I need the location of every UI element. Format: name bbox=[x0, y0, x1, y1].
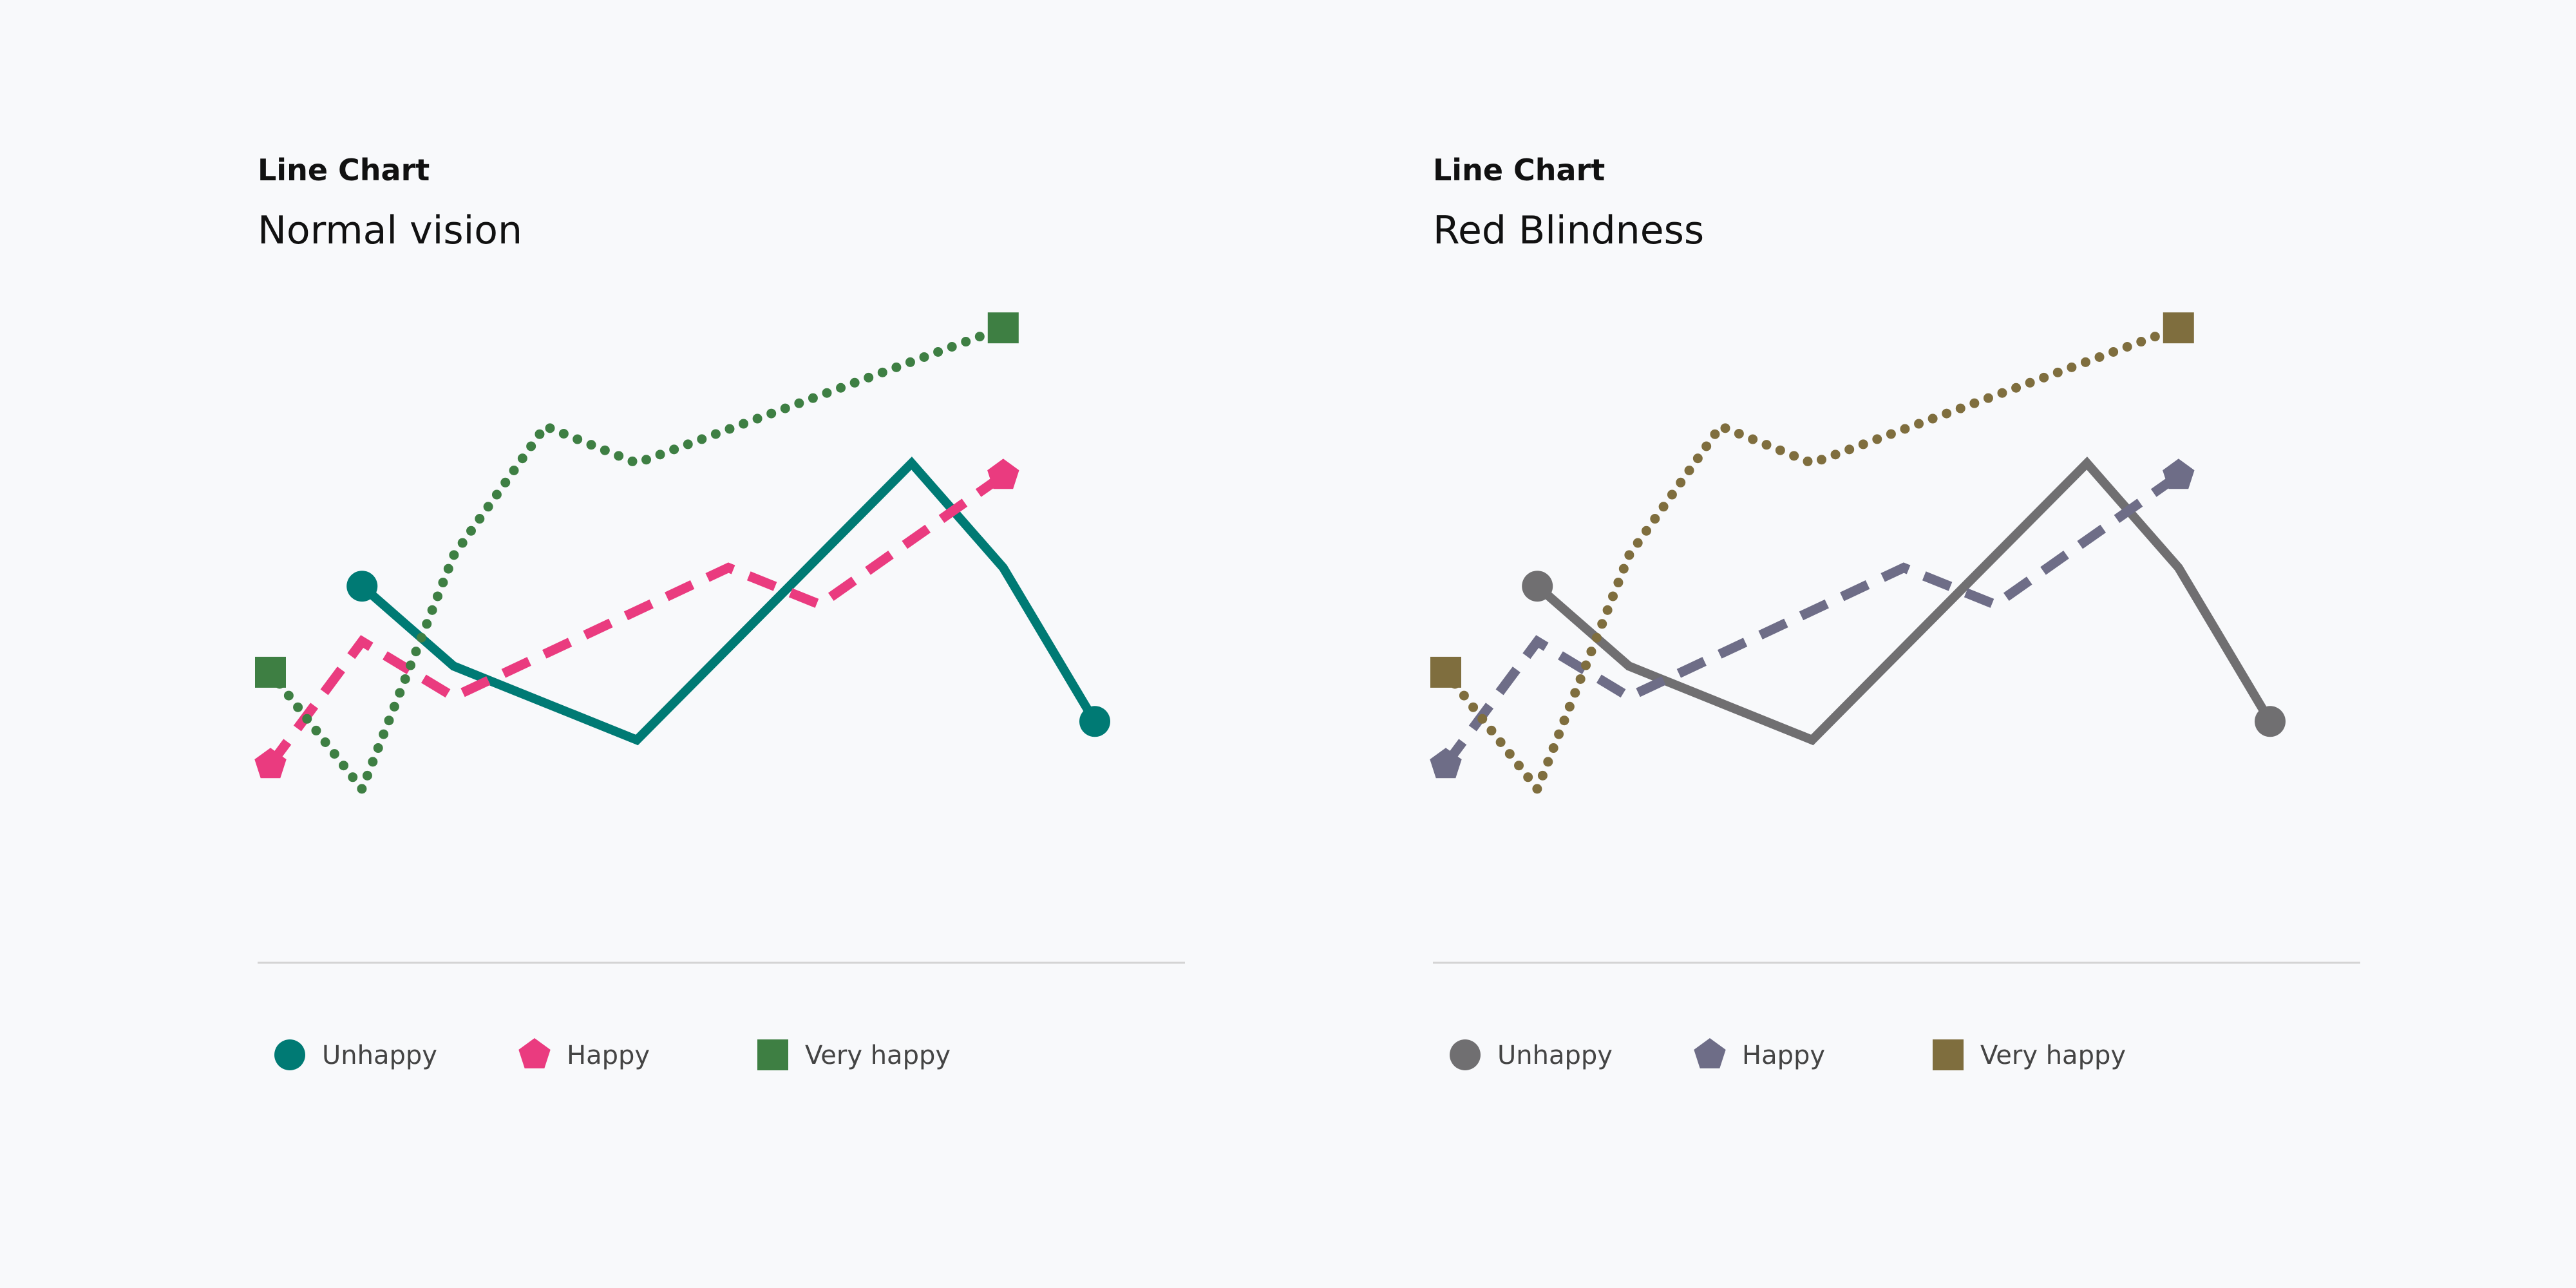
chart-label: Line Chart bbox=[1433, 153, 1605, 187]
legend-item-unhappy: Unhappy bbox=[274, 1039, 437, 1070]
data-point-very-happy-start bbox=[1430, 656, 1461, 688]
data-point-very-happy-end bbox=[987, 312, 1019, 344]
chart-title: Red Blindness bbox=[1433, 208, 1704, 253]
legend-item-happy: Happy bbox=[1694, 1038, 1825, 1070]
data-point-happy-end bbox=[2163, 459, 2195, 489]
data-point-unhappy-start bbox=[346, 571, 378, 602]
data-point-very-happy-start bbox=[255, 656, 286, 688]
series-line-happy bbox=[266, 471, 1007, 768]
legend-label-unhappy: Unhappy bbox=[1497, 1041, 1613, 1070]
data-point-happy-start bbox=[1430, 748, 1462, 779]
series-line-very-happy bbox=[1441, 323, 2184, 799]
legend-marker-unhappy bbox=[1450, 1039, 1481, 1070]
data-point-unhappy-end bbox=[1079, 706, 1110, 737]
series-line-happy bbox=[1441, 471, 2182, 768]
legend-marker-unhappy bbox=[274, 1039, 305, 1070]
legend-item-happy: Happy bbox=[518, 1038, 650, 1070]
legend-label-very-happy: Very happy bbox=[1980, 1041, 2126, 1070]
data-point-happy-end bbox=[987, 459, 1019, 489]
data-point-very-happy-end bbox=[2163, 312, 2194, 344]
legend-label-happy: Happy bbox=[1742, 1041, 1825, 1070]
series-line-very-happy bbox=[265, 323, 1009, 799]
data-point-unhappy-start bbox=[1522, 571, 1553, 602]
legend-marker-very-happy bbox=[757, 1039, 788, 1070]
legend-marker-very-happy bbox=[1933, 1039, 1964, 1070]
plot-area bbox=[1430, 312, 2286, 799]
data-point-happy-start bbox=[254, 748, 287, 779]
legend-marker-happy bbox=[518, 1038, 551, 1068]
chart-label: Line Chart bbox=[258, 153, 430, 187]
chart-title: Normal vision bbox=[258, 208, 522, 253]
legend-item-unhappy: Unhappy bbox=[1450, 1039, 1613, 1070]
chart-panel-red-blindness: Line Chart Red Blindness Unhappy Happy Ver… bbox=[1430, 153, 2360, 1070]
legend-label-unhappy: Unhappy bbox=[322, 1041, 437, 1070]
series-line-unhappy bbox=[359, 456, 1099, 746]
legend-label-happy: Happy bbox=[567, 1041, 650, 1070]
legend-label-very-happy: Very happy bbox=[805, 1041, 951, 1070]
legend: Unhappy Happy Very happy bbox=[1450, 1038, 2126, 1070]
legend-item-very-happy: Very happy bbox=[757, 1039, 951, 1070]
plot-area bbox=[254, 312, 1110, 799]
chart-panel-normal-vision: Line Chart Normal vision Unhappy Happy Ver… bbox=[254, 153, 1185, 1070]
legend: Unhappy Happy Very happy bbox=[274, 1038, 951, 1070]
legend-item-very-happy: Very happy bbox=[1933, 1039, 2126, 1070]
data-point-unhappy-end bbox=[2255, 706, 2286, 737]
legend-marker-happy bbox=[1694, 1038, 1726, 1068]
series-line-unhappy bbox=[1534, 456, 2275, 746]
